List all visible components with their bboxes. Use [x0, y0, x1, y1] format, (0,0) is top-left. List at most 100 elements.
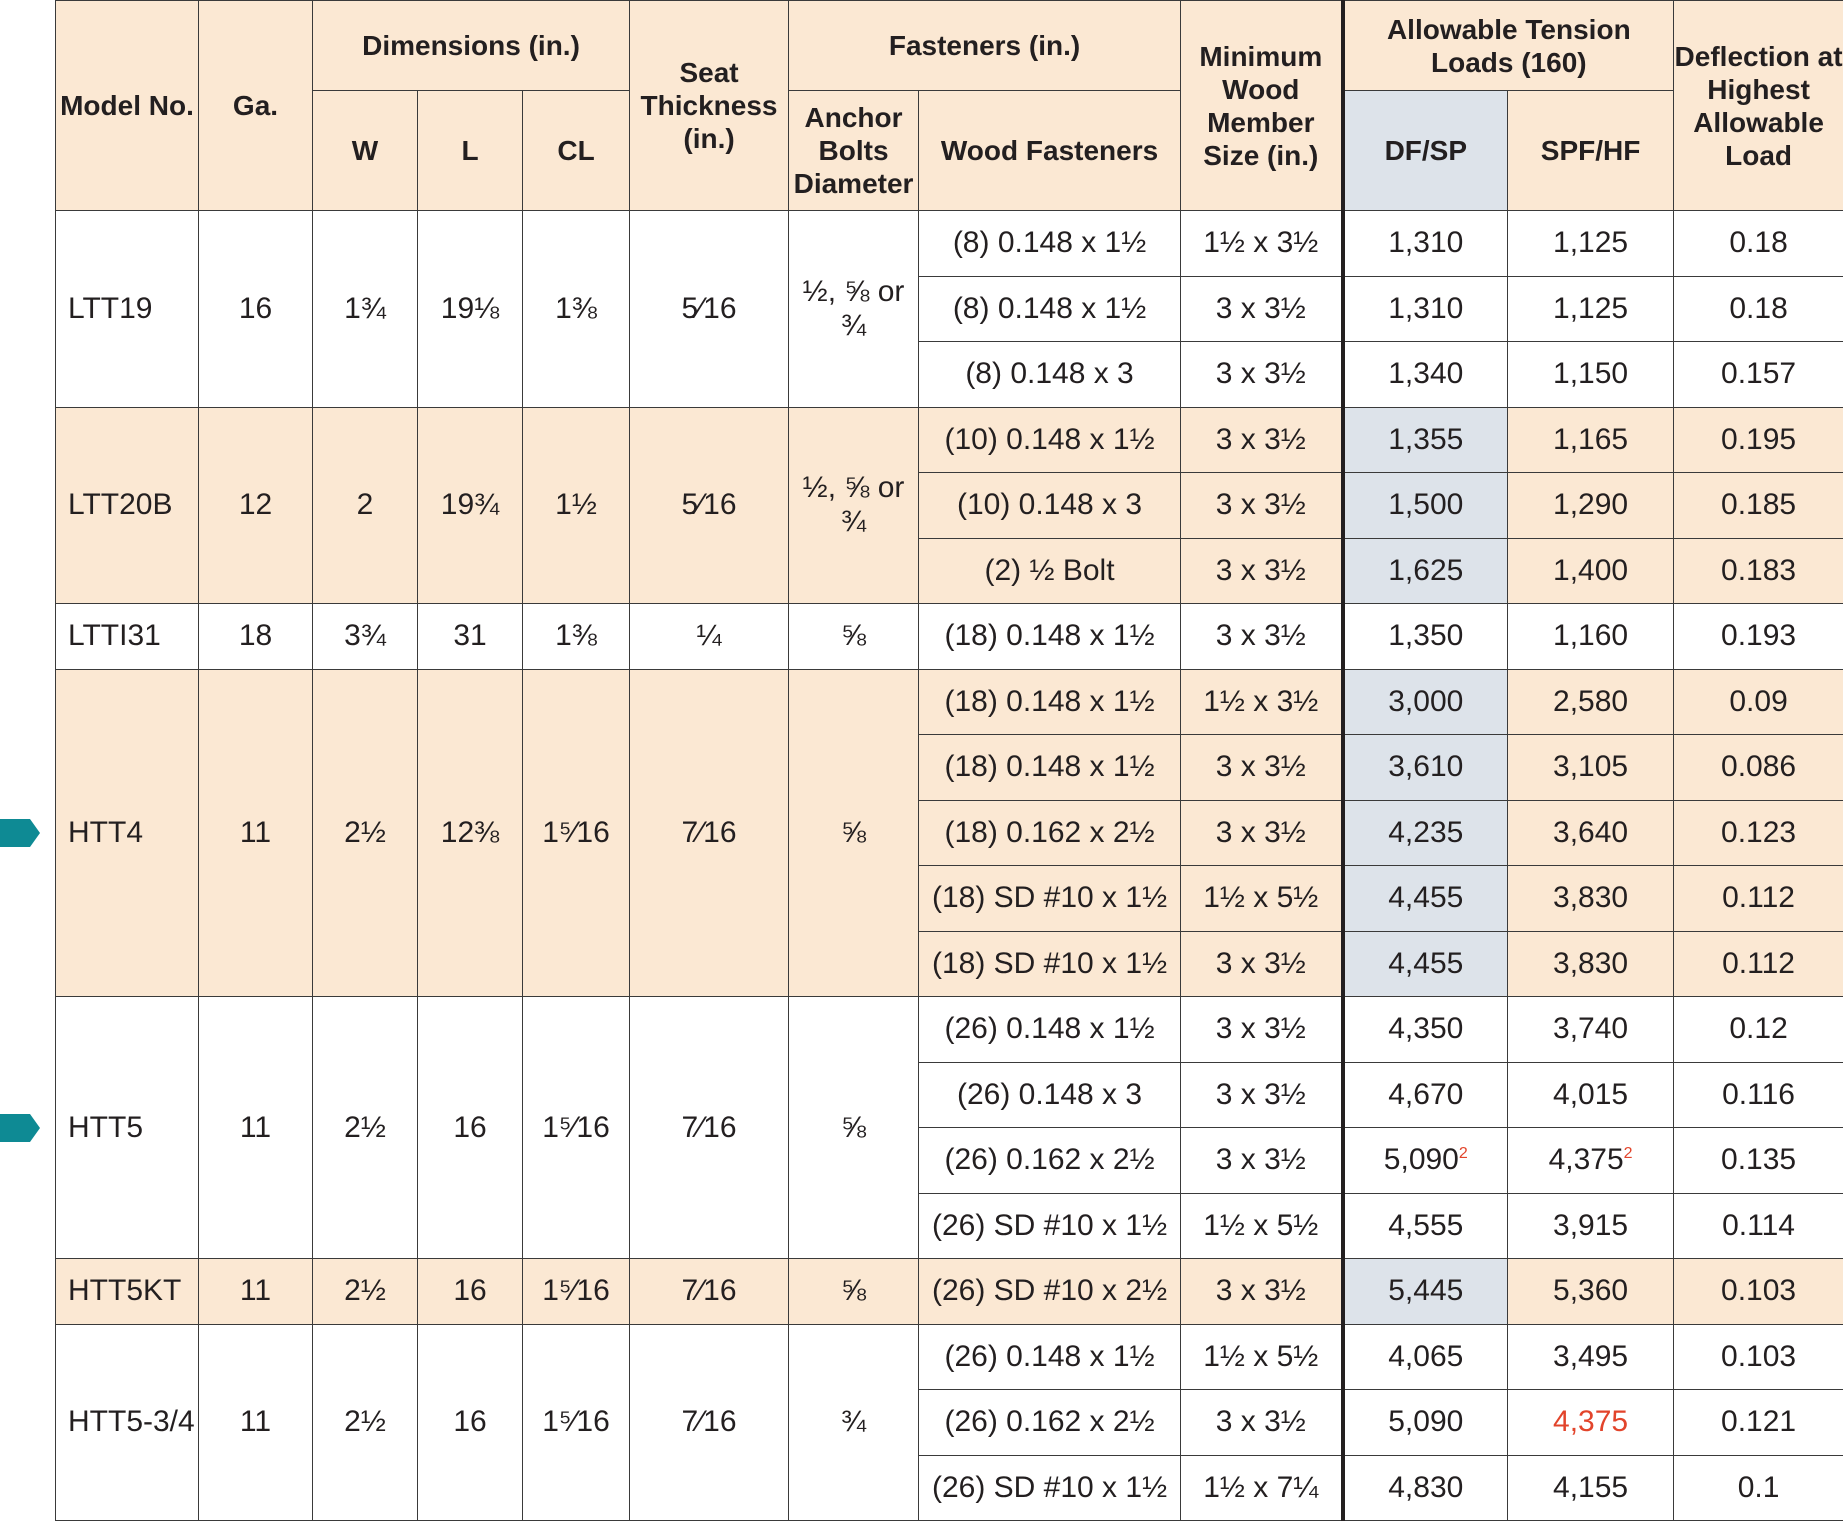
spfhf-value: 1,290: [1553, 488, 1629, 522]
cell-dfsp: 1,625: [1340, 537, 1509, 604]
cell-dfsp: 1,310: [1340, 275, 1509, 342]
table-row: (18) 0.148 x 1½ 3 x 3½ 3,610 3,105 0.086: [56, 734, 1843, 801]
cell-deflection: 0.1: [1673, 1454, 1843, 1521]
cell-wood-fasteners: (18) SD #10 x 1½: [918, 930, 1182, 997]
cell-spfhf: 1,150: [1507, 341, 1675, 408]
cell-spfhf: 4,375: [1507, 1389, 1675, 1456]
spfhf-value: 4,015: [1553, 1077, 1629, 1111]
cell-ga: 16: [198, 210, 313, 408]
table-header: Model No. Ga. Dimensions (in.) Seat Thic…: [55, 0, 1843, 211]
spfhf-value: 5,360: [1553, 1274, 1629, 1308]
cell-anchor-bolts: ⅝: [788, 996, 920, 1259]
cell-deflection: 0.18: [1673, 210, 1843, 277]
dfsp-value: 5,090: [1388, 1405, 1464, 1439]
header-dimensions: Dimensions (in.): [311, 0, 631, 91]
cell-wood-fasteners: (26) SD #10 x 1½: [918, 1454, 1182, 1521]
cell-deflection: 0.114: [1673, 1192, 1843, 1259]
cell-deflection: 0.123: [1673, 799, 1843, 866]
dfsp-value: 1,340: [1388, 357, 1464, 391]
cell-spfhf: 2,580: [1507, 668, 1675, 735]
cell-wood-fasteners: (18) 0.148 x 1½: [918, 603, 1182, 670]
cell-ga: 12: [198, 406, 313, 604]
cell-model: HTT5KT: [55, 1258, 199, 1325]
cell-ga: 11: [198, 1323, 313, 1521]
header-dfsp: DF/SP: [1340, 90, 1509, 211]
cell-dfsp: 5,090: [1340, 1389, 1509, 1456]
cell-spfhf: 3,740: [1507, 996, 1675, 1063]
spfhf-value: 3,640: [1553, 815, 1629, 849]
dfsp-value: 1,350: [1388, 619, 1464, 653]
table-row: (2) ½ Bolt 3 x 3½ 1,625 1,400 0.183: [56, 537, 1843, 604]
spfhf-value: 3,495: [1553, 1339, 1629, 1373]
cell-seat-thickness: 7⁄16: [629, 996, 790, 1259]
cell-dfsp: 1,500: [1340, 472, 1509, 539]
cell-min-wood-member: 3 x 3½: [1180, 341, 1344, 408]
dfsp-value: 1,500: [1388, 488, 1464, 522]
cell-min-wood-member: 3 x 3½: [1180, 1127, 1344, 1194]
header-min-wood-member: Minimum Wood Member Size (in.): [1180, 0, 1344, 211]
cell-min-wood-member: 3 x 3½: [1180, 996, 1344, 1063]
table-row: (18) 0.162 x 2½ 3 x 3½ 4,235 3,640 0.123: [56, 799, 1843, 866]
cell-wood-fasteners: (18) 0.162 x 2½: [918, 799, 1182, 866]
cell-wood-fasteners: (26) 0.148 x 3: [918, 1061, 1182, 1128]
header-anchor-bolts: Anchor Bolts Diameter: [788, 90, 920, 211]
cell-dfsp: 5,0902: [1340, 1127, 1509, 1194]
header-cl: CL: [521, 90, 631, 211]
spfhf-value: 1,125: [1553, 291, 1629, 325]
cell-spfhf: 1,165: [1507, 406, 1675, 473]
cell-cl: 1⁵⁄16: [521, 1323, 631, 1521]
cell-deflection: 0.195: [1673, 406, 1843, 473]
cell-ga: 11: [198, 1258, 313, 1325]
cell-wood-fasteners: (18) 0.148 x 1½: [918, 734, 1182, 801]
table-body: LTT19 16 1¾ 19⅛ 1⅜ 5⁄16 ½, ⅝ or ¾ (8) 0.148 x 1…: [55, 210, 1843, 1521]
dfsp-value: 1,310: [1388, 291, 1464, 325]
cell-wood-fasteners: (18) 0.148 x 1½: [918, 668, 1182, 735]
cell-spfhf: 1,160: [1507, 603, 1675, 670]
cell-spfhf: 3,915: [1507, 1192, 1675, 1259]
dfsp-value: 1,310: [1388, 226, 1464, 260]
cell-spfhf: 3,495: [1507, 1323, 1675, 1390]
header-seat-thickness: Seat Thickness (in.): [629, 0, 790, 211]
table-row: LTT20B 12 2 19¾ 1½ 5⁄16 ½, ⅝ or ¾ (10) 0.148 x …: [55, 406, 1843, 604]
cell-seat-thickness: 7⁄16: [629, 1323, 790, 1521]
cell-deflection: 0.09: [1673, 668, 1843, 735]
cell-deflection: 0.116: [1673, 1061, 1843, 1128]
cell-spfhf: 1,290: [1507, 472, 1675, 539]
cell-min-wood-member: 3 x 3½: [1180, 930, 1344, 997]
header-ga: Ga.: [198, 0, 313, 211]
cell-anchor-bolts: ⅝: [788, 603, 920, 670]
spfhf-value: 1,125: [1553, 226, 1629, 260]
cell-min-wood-member: 1½ x 3½: [1180, 210, 1344, 277]
cell-l: 16: [417, 1323, 523, 1521]
dfsp-value: 4,670: [1388, 1077, 1464, 1111]
cell-min-wood-member: 1½ x 5½: [1180, 1192, 1344, 1259]
cell-deflection: 0.193: [1673, 603, 1843, 670]
cell-dfsp: 4,455: [1340, 930, 1509, 997]
cell-dfsp: 4,350: [1340, 996, 1509, 1063]
cell-min-wood-member: 3 x 3½: [1180, 406, 1344, 473]
table-row: (26) 0.162 x 2½ 3 x 3½ 5,0902 4,3752 0.135: [56, 1127, 1843, 1194]
cell-ga: 11: [198, 996, 313, 1259]
cell-deflection: 0.112: [1673, 865, 1843, 932]
spfhf-value: 1,165: [1553, 422, 1629, 456]
cell-wood-fasteners: (26) 0.148 x 1½: [918, 1323, 1182, 1390]
tension-load-table: Model No. Ga. Dimensions (in.) Seat Thic…: [55, 0, 1843, 1521]
spfhf-value: 3,915: [1553, 1208, 1629, 1242]
cell-seat-thickness: 7⁄16: [629, 1258, 790, 1325]
table-row: HTT5-3/4 11 2½ 16 1⁵⁄16 7⁄16 ¾ (26) 0.148 x 1½ 1…: [55, 1323, 1843, 1521]
header-wood-fasteners: Wood Fasteners: [918, 90, 1182, 211]
spfhf-value: 1,160: [1553, 619, 1629, 653]
cell-w: 2½: [312, 996, 418, 1259]
table-row: (18) SD #10 x 1½ 1½ x 5½ 4,455 3,830 0.112: [56, 865, 1843, 932]
spfhf-value: 1,150: [1553, 357, 1629, 391]
cell-l: 19⅛: [417, 210, 523, 408]
cell-min-wood-member: 3 x 3½: [1180, 603, 1344, 670]
table-row: HTT5 11 2½ 16 1⁵⁄16 7⁄16 ⅝ (26) 0.148 x 1½ 3 x 3…: [55, 996, 1843, 1259]
table-row: (26) 0.162 x 2½ 3 x 3½ 5,090 4,375 0.121: [56, 1389, 1843, 1456]
cell-min-wood-member: 3 x 3½: [1180, 799, 1344, 866]
header-l: L: [417, 90, 523, 211]
spfhf-value: 3,830: [1553, 881, 1629, 915]
cell-cl: 1⁵⁄16: [521, 996, 631, 1259]
dfsp-value: 4,455: [1388, 946, 1464, 980]
